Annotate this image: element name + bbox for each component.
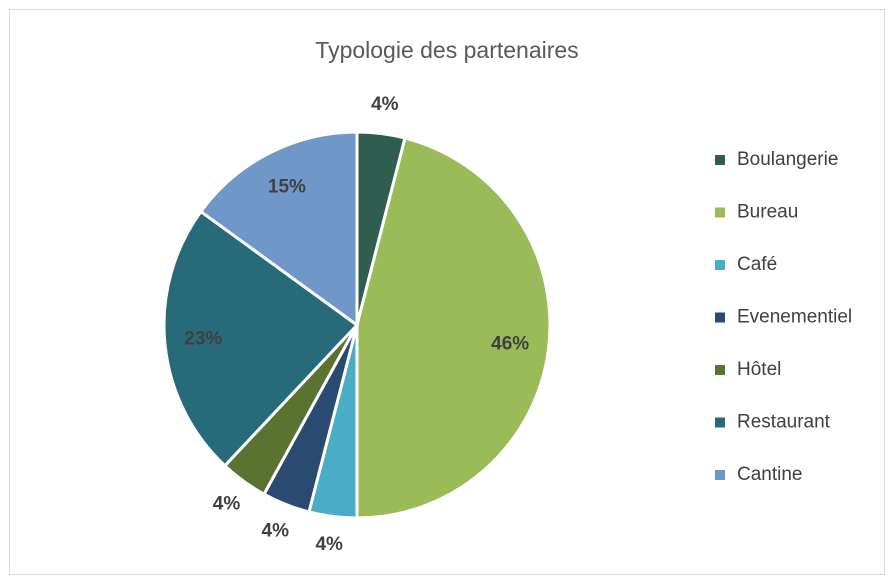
legend-label: Evenementiel [737, 307, 852, 328]
data-label: 15% [268, 176, 306, 197]
pie-slice [162, 209, 360, 468]
legend-label: Boulangerie [737, 149, 838, 170]
legend: Boulangerie Bureau Café Evenementiel Hôtel Re… [715, 149, 852, 485]
legend-label: Restaurant [737, 412, 831, 433]
legend-label: Hôtel [737, 359, 781, 380]
legend-label: Bureau [737, 202, 798, 223]
legend-swatch [715, 260, 725, 270]
pie-slice [355, 136, 552, 520]
legend-swatch [715, 417, 725, 428]
legend-swatch [715, 470, 725, 480]
legend-swatch [715, 365, 725, 375]
pie: 4% 46% 4% 4% 4% 23% 15% [162, 94, 552, 555]
legend-label: Cantine [737, 464, 803, 485]
data-label: 4% [371, 94, 399, 115]
legend-label: Café [737, 254, 777, 275]
data-label: 46% [491, 333, 529, 354]
legend-swatch [715, 207, 725, 218]
data-label: 23% [184, 329, 222, 350]
pie-slice [198, 130, 359, 328]
legend-swatch [715, 155, 725, 165]
data-label: 4% [315, 534, 343, 555]
legend-swatch [715, 312, 725, 323]
data-label: 4% [262, 520, 290, 541]
data-label: 4% [213, 494, 241, 515]
chart-title: Typologie des partenaires [315, 37, 578, 63]
